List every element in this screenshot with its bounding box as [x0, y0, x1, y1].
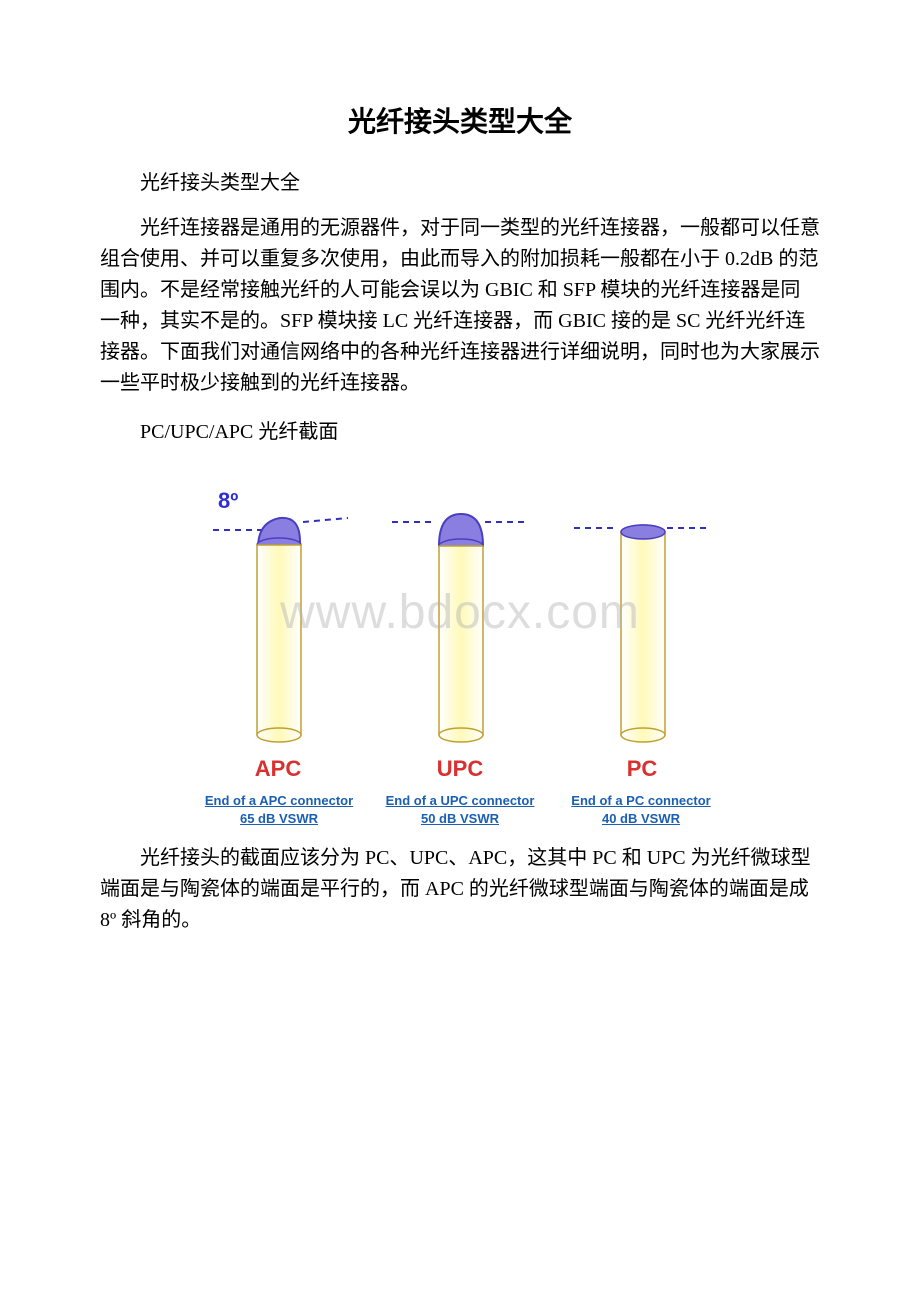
pc-label: PC: [627, 756, 658, 782]
apc-connector: 8º: [208, 490, 348, 782]
pc-caption: End of a PC connector 40 dB VSWR: [556, 792, 726, 827]
upc-caption-l2: 50 dB VSWR: [421, 811, 499, 826]
angle-label: 8º: [218, 488, 238, 514]
pc-connector: PC: [572, 490, 712, 782]
caption-row: End of a APC connector 65 dB VSWR End of…: [190, 782, 730, 827]
connector-diagram: 8º: [190, 462, 730, 827]
pc-caption-l2: 40 dB VSWR: [602, 811, 680, 826]
apc-caption-l2: 65 dB VSWR: [240, 811, 318, 826]
upc-caption: End of a UPC connector 50 dB VSWR: [375, 792, 545, 827]
apc-label: APC: [255, 756, 301, 782]
upc-svg: [390, 490, 530, 750]
paragraph-1: 光纤连接器是通用的无源器件，对于同一类型的光纤连接器，一般都可以任意组合使用、并…: [100, 213, 820, 399]
paragraph-2: 光纤接头的截面应该分为 PC、UPC、APC，这其中 PC 和 UPC 为光纤微…: [100, 843, 820, 936]
pc-caption-l1: End of a PC connector: [571, 793, 710, 808]
upc-label: UPC: [437, 756, 483, 782]
pc-svg: [572, 490, 712, 750]
apc-caption-l1: End of a APC connector: [205, 793, 353, 808]
upc-caption-l1: End of a UPC connector: [386, 793, 535, 808]
connector-row: 8º: [190, 462, 730, 782]
page-title: 光纤接头类型大全: [100, 100, 820, 140]
apc-caption: End of a APC connector 65 dB VSWR: [194, 792, 364, 827]
upc-connector: UPC: [390, 490, 530, 782]
subtitle-1: 光纤接头类型大全: [100, 168, 820, 199]
apc-svg: [208, 490, 348, 750]
subtitle-2: PC/UPC/APC 光纤截面: [100, 417, 820, 448]
